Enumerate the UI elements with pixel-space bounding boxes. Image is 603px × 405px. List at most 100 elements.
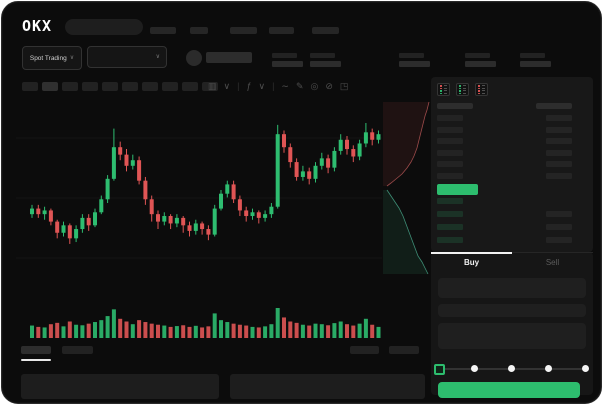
slider-dot[interactable] bbox=[582, 365, 589, 372]
bid-row[interactable] bbox=[437, 198, 572, 204]
orderbook-header-amount bbox=[536, 103, 572, 109]
ask-size-placeholder bbox=[546, 173, 572, 179]
slider-handle[interactable] bbox=[434, 364, 445, 375]
bid-size-placeholder bbox=[546, 211, 572, 217]
ask-price-placeholder bbox=[437, 138, 463, 144]
bid-size-placeholder bbox=[546, 224, 572, 230]
trade-tabs: Buy Sell bbox=[431, 252, 593, 271]
screenshot-icon[interactable]: ◎ bbox=[310, 81, 319, 91]
slider-dot[interactable] bbox=[471, 365, 478, 372]
ask-size-placeholder bbox=[546, 115, 572, 121]
bottom-tab-history[interactable] bbox=[62, 346, 93, 354]
market-type-label: Spot Trading bbox=[29, 54, 67, 62]
bottom-action-placeholder[interactable] bbox=[350, 346, 379, 354]
last-price-indicator[interactable] bbox=[437, 184, 478, 195]
interval-button[interactable] bbox=[62, 82, 78, 91]
interval-button[interactable] bbox=[22, 82, 38, 91]
slider-dot[interactable] bbox=[545, 365, 552, 372]
nav-item-placeholder[interactable] bbox=[230, 27, 257, 34]
orderbook-combined-view-icon[interactable] bbox=[437, 83, 450, 96]
divider: | bbox=[237, 81, 240, 91]
ask-price-placeholder bbox=[437, 161, 463, 167]
bid-price-placeholder bbox=[437, 224, 463, 230]
trendline-icon[interactable]: ∼ bbox=[281, 81, 289, 91]
indicators-icon[interactable]: ƒ bbox=[246, 81, 252, 91]
fullscreen-icon[interactable]: ◳ bbox=[339, 81, 349, 91]
ask-size-placeholder bbox=[546, 127, 572, 133]
ask-size-placeholder bbox=[546, 161, 572, 167]
draw-tool-icon[interactable]: ✎ bbox=[295, 81, 304, 91]
market-type-selector[interactable]: Spot Trading ∨ bbox=[22, 46, 82, 70]
ticker-stat-high bbox=[399, 53, 430, 67]
bid-size-placeholder bbox=[546, 237, 572, 243]
ask-row[interactable] bbox=[437, 161, 572, 167]
ask-row[interactable] bbox=[437, 173, 572, 179]
settings-icon[interactable]: ⊘ bbox=[325, 81, 333, 91]
caret-down-icon[interactable]: ∨ bbox=[258, 81, 266, 91]
buy-button[interactable] bbox=[438, 382, 580, 398]
candlestick-chart[interactable] bbox=[16, 98, 382, 298]
orderbook-panel bbox=[431, 77, 593, 252]
ask-row[interactable] bbox=[437, 150, 572, 156]
search-input[interactable] bbox=[65, 19, 143, 35]
bid-price-placeholder bbox=[437, 237, 463, 243]
divider: | bbox=[272, 81, 275, 91]
ask-price-placeholder bbox=[437, 173, 463, 179]
ask-row[interactable] bbox=[437, 115, 572, 121]
interval-button[interactable] bbox=[142, 82, 158, 91]
trade-panel: Buy Sell bbox=[431, 252, 593, 398]
ask-price-placeholder bbox=[437, 150, 463, 156]
caret-down-icon[interactable]: ∨ bbox=[223, 81, 231, 91]
tab-sell[interactable]: Sell bbox=[545, 258, 560, 267]
interval-button[interactable] bbox=[202, 82, 218, 91]
ask-row[interactable] bbox=[437, 127, 572, 133]
tab-buy[interactable]: Buy bbox=[463, 258, 480, 267]
okx-logo: OKX bbox=[22, 17, 53, 35]
chevron-down-icon: ∨ bbox=[69, 55, 75, 61]
ask-row[interactable] bbox=[437, 138, 572, 144]
interval-button[interactable] bbox=[182, 82, 198, 91]
ask-size-placeholder bbox=[546, 138, 572, 144]
slider-dot[interactable] bbox=[508, 365, 515, 372]
nav-item-placeholder[interactable] bbox=[190, 27, 208, 34]
orderbook-asks-view-icon[interactable] bbox=[475, 83, 488, 96]
bid-row[interactable] bbox=[437, 211, 572, 217]
bottom-tab-orders[interactable] bbox=[21, 346, 51, 354]
orderbook-layout-toggles bbox=[437, 83, 488, 96]
pair-selector[interactable]: ∨ bbox=[87, 46, 167, 68]
orderbook-header-price bbox=[437, 103, 473, 109]
bid-row[interactable] bbox=[437, 224, 572, 230]
nav-item-placeholder[interactable] bbox=[312, 27, 339, 34]
interval-button[interactable] bbox=[42, 82, 58, 91]
interval-button[interactable] bbox=[102, 82, 118, 91]
positions-table-placeholder bbox=[230, 374, 425, 399]
interval-button[interactable] bbox=[82, 82, 98, 91]
interval-button[interactable] bbox=[122, 82, 138, 91]
ask-size-placeholder bbox=[546, 150, 572, 156]
total-input[interactable] bbox=[438, 323, 586, 349]
amount-input[interactable] bbox=[438, 304, 586, 317]
ticker-stat-low bbox=[465, 53, 496, 67]
amount-slider[interactable] bbox=[434, 364, 589, 375]
depth-chart bbox=[383, 101, 430, 275]
interval-button[interactable] bbox=[162, 82, 178, 91]
price-input[interactable] bbox=[438, 278, 586, 298]
chevron-down-icon: ∨ bbox=[155, 54, 160, 60]
bottom-tab-active-indicator bbox=[21, 359, 51, 361]
bid-row[interactable] bbox=[437, 237, 572, 243]
pair-name-placeholder bbox=[206, 52, 252, 63]
nav-item-placeholder[interactable] bbox=[269, 27, 294, 34]
orderbook-bids-view-icon[interactable] bbox=[456, 83, 469, 96]
bid-price-placeholder bbox=[437, 211, 463, 217]
ask-price-placeholder bbox=[437, 127, 463, 133]
ask-price-placeholder bbox=[437, 115, 463, 121]
ticker-stat-volume bbox=[520, 53, 551, 67]
interval-buttons bbox=[22, 82, 218, 91]
candle-style-icon[interactable]: ▥ bbox=[208, 81, 217, 91]
active-tab-indicator bbox=[431, 252, 512, 254]
nav-item-placeholder[interactable] bbox=[150, 27, 176, 34]
ticker-stat-change bbox=[310, 53, 341, 67]
bottom-action-placeholder[interactable] bbox=[389, 346, 419, 354]
